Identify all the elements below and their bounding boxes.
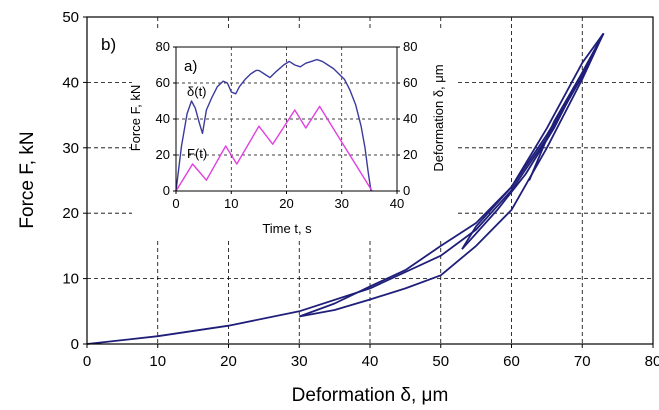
inset-x-tick-label: 20 (279, 196, 293, 211)
inset-y2-tick-label: 80 (403, 39, 417, 54)
main-y-tick-label: 20 (62, 205, 79, 222)
main-x-tick-label: 40 (362, 353, 379, 370)
inset-y2-tick-label: 40 (403, 111, 417, 126)
inset-series-line-delta (175, 58, 372, 192)
main-x-tick-label: 80 (645, 353, 659, 370)
inset-series-group (175, 58, 373, 192)
inset-y-tick-label: 40 (156, 111, 170, 126)
main-x-tick-label: 0 (83, 353, 91, 370)
main-x-tick-label: 50 (432, 353, 449, 370)
inset-series-label-force: F(t) (187, 146, 207, 161)
inset-y2-tick-label: 0 (403, 183, 410, 198)
main-x-tick-label: 60 (503, 353, 520, 370)
main-y-tick-label: 30 (62, 140, 79, 157)
main-series-line-2 (298, 32, 605, 318)
main-y-tick-label: 10 (62, 271, 79, 288)
inset-y-axis-title: Force F, kN (128, 85, 143, 151)
inset-y2-axis-title: Deformation δ, μm (431, 64, 446, 171)
inset-y-tick-label: 60 (156, 75, 170, 90)
main-series-line-3 (461, 32, 605, 250)
main-x-tick-label: 20 (220, 353, 237, 370)
main-x-tick-label: 10 (149, 353, 166, 370)
inset-background (132, 30, 458, 238)
main-series-line-5 (528, 32, 605, 181)
inset-x-tick-label: 10 (224, 196, 238, 211)
main-x-tick-label: 70 (574, 353, 591, 370)
main-y-tick-label: 40 (62, 74, 79, 91)
inset-gridlines (176, 47, 397, 191)
main-y-tick-label: 50 (62, 9, 79, 26)
inset-y2-tick-label: 20 (403, 147, 417, 162)
main-series-line-1 (299, 33, 605, 318)
inset-x-tick-label: 40 (390, 196, 404, 211)
inset-panel-label: a) (184, 58, 197, 75)
main-y-tick-label: 0 (71, 336, 79, 353)
main-x-tick-label: 30 (291, 353, 308, 370)
inset-y-tick-label: 0 (163, 183, 170, 198)
main-tick-labels: 0 10 20 30 40 50 60 70 80 0 10 20 30 40 50 (62, 9, 659, 370)
inset-x-tick-label: 0 (172, 196, 179, 211)
inset-x-axis-title: Time t, s (262, 221, 312, 236)
main-y-axis-title: Force F, kN (17, 131, 38, 228)
inset-series-label-delta: δ(t) (187, 84, 207, 99)
inset-y2-tick-label: 60 (403, 75, 417, 90)
main-panel-label: b) (101, 35, 116, 54)
inset-y-tick-label: 20 (156, 147, 170, 162)
inset-y-tick-label: 80 (156, 39, 170, 54)
main-series-group (86, 32, 605, 345)
main-x-axis-title: Deformation δ, μm (292, 385, 449, 406)
inset-x-tick-label: 30 (335, 196, 349, 211)
inset-series-line-force (175, 105, 373, 192)
